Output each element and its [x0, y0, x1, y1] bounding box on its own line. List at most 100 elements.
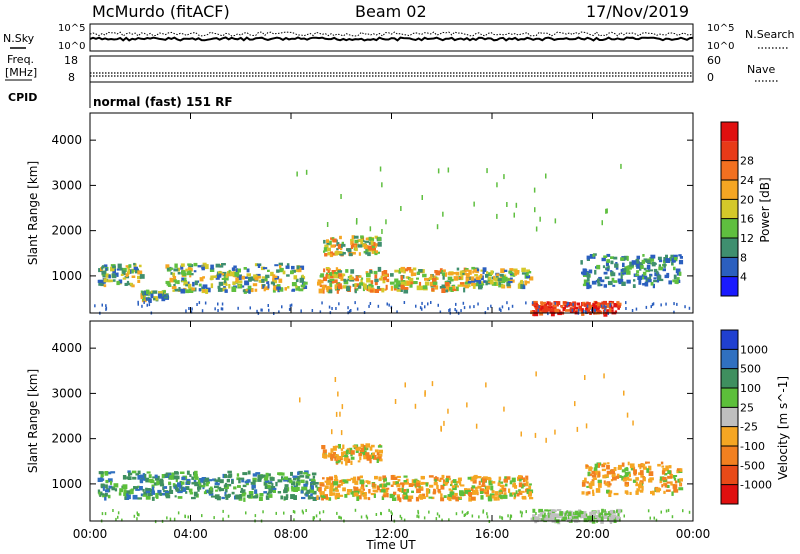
echo-cell	[281, 305, 283, 309]
echo-cell	[360, 490, 364, 495]
echo-cell	[633, 279, 636, 282]
echo-cell	[171, 286, 177, 289]
echo-cell	[535, 226, 538, 232]
colorbar-segment	[721, 446, 738, 466]
echo-cell	[540, 303, 544, 308]
echo-cell	[667, 475, 673, 479]
echo-cell	[620, 257, 625, 261]
echo-cell	[528, 485, 532, 490]
echo-cell	[165, 280, 170, 284]
echo-cell	[544, 509, 548, 512]
echo-cell	[473, 201, 475, 207]
echo-cell	[445, 478, 449, 483]
echo-cell	[152, 290, 158, 294]
echo-cell	[146, 303, 148, 307]
echo-cell	[442, 483, 446, 486]
echo-cell	[298, 288, 304, 292]
echo-cell	[374, 274, 378, 279]
echo-cell	[559, 511, 563, 516]
echo-cell	[210, 495, 216, 498]
echo-cell	[617, 302, 622, 306]
echo-cell	[443, 495, 447, 498]
echo-cell	[452, 288, 457, 292]
echo-cell	[291, 270, 296, 273]
echo-cell	[597, 518, 601, 521]
echo-cell	[283, 476, 289, 480]
echo-cell	[648, 269, 653, 272]
echo-cell	[603, 515, 608, 520]
echo-cell	[443, 420, 445, 426]
echo-cell	[673, 310, 675, 314]
echo-cell	[626, 270, 631, 275]
echo-cell	[642, 271, 647, 276]
echo-cell	[582, 480, 585, 483]
echo-cell	[323, 268, 326, 273]
echo-cell	[328, 272, 333, 276]
echo-cell	[620, 163, 622, 169]
echo-cell	[228, 269, 231, 275]
echo-cell	[299, 397, 301, 403]
echo-cell	[352, 283, 356, 287]
echo-cell	[168, 489, 174, 494]
echo-cell	[300, 479, 305, 483]
echo-cell	[544, 305, 549, 311]
echo-cell	[397, 488, 400, 492]
echo-cell	[676, 272, 681, 276]
echo-cell	[603, 462, 607, 465]
echo-cell	[673, 489, 679, 493]
echo-cell	[590, 518, 592, 522]
echo-cell	[366, 277, 371, 283]
echo-cell	[306, 489, 311, 494]
x-tick-label: 00:00	[676, 527, 711, 541]
echo-cell	[430, 301, 432, 304]
echo-cell	[447, 167, 450, 173]
echo-cell	[360, 443, 365, 448]
echo-cell	[423, 516, 426, 520]
echo-cell	[543, 512, 546, 516]
echo-cell	[464, 490, 469, 494]
echo-cell	[299, 475, 305, 478]
echo-cell	[350, 244, 353, 249]
echo-cell	[379, 483, 383, 488]
echo-cell	[315, 514, 318, 518]
echo-cell	[360, 235, 364, 239]
echo-cell	[212, 478, 215, 481]
echo-cell	[432, 281, 438, 285]
echo-cell	[177, 490, 183, 494]
echo-cell	[491, 282, 497, 286]
echo-cell	[130, 488, 135, 491]
echo-cell	[307, 495, 311, 500]
colorbar-tick-label: 1000	[740, 343, 768, 356]
echo-cell	[441, 272, 445, 276]
echo-cell	[193, 479, 197, 483]
echo-cell	[629, 491, 632, 495]
echo-cell	[583, 279, 588, 285]
echo-cell	[607, 518, 609, 522]
echo-cell	[312, 516, 315, 520]
echo-cell	[132, 476, 137, 480]
echo-cell	[502, 487, 507, 492]
y-tick-label: 4000	[51, 133, 82, 147]
echo-cell	[332, 445, 337, 451]
echo-cell	[152, 476, 156, 479]
echo-cell	[356, 307, 359, 311]
echo-cell	[434, 270, 438, 274]
echo-cell	[520, 490, 525, 493]
echo-cell	[607, 303, 611, 306]
echo-cell	[658, 266, 663, 271]
echo-cell	[100, 493, 105, 496]
echo-cell	[358, 239, 364, 242]
echo-cell	[597, 278, 600, 284]
echo-cell	[293, 518, 295, 522]
echo-cell	[261, 278, 265, 283]
echo-cell	[643, 267, 647, 271]
echo-cell	[594, 515, 599, 518]
colorbar-segment	[721, 330, 738, 350]
echo-cell	[331, 481, 335, 486]
echo-cell	[455, 271, 460, 276]
echo-cell	[286, 274, 290, 277]
echo-cell	[566, 510, 568, 514]
echo-cell	[604, 511, 608, 514]
echo-cell	[330, 237, 334, 240]
echo-cell	[664, 483, 668, 488]
